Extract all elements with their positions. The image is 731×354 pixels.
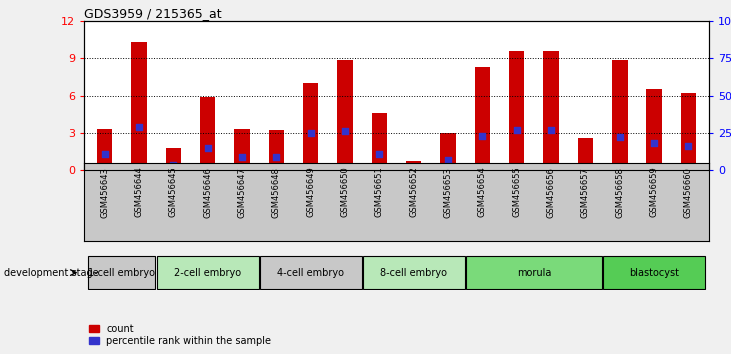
Text: 1-cell embryo: 1-cell embryo [88, 268, 156, 278]
Text: 8-cell embryo: 8-cell embryo [380, 268, 447, 278]
Point [580, 164, 591, 170]
Bar [88, 256, 156, 289]
Text: GSM456652: GSM456652 [409, 167, 418, 217]
Text: morula: morula [517, 268, 551, 278]
Text: GSM456653: GSM456653 [444, 167, 452, 218]
Bar [509, 51, 524, 170]
Text: GSM456644: GSM456644 [135, 167, 143, 217]
Text: GSM456643: GSM456643 [100, 167, 109, 218]
Text: GSM456658: GSM456658 [616, 167, 624, 218]
Point [339, 129, 351, 134]
Text: GSM456647: GSM456647 [238, 167, 246, 218]
Point [270, 154, 282, 159]
Text: GSM456645: GSM456645 [169, 167, 178, 217]
Bar [577, 138, 593, 170]
Text: GSM456654: GSM456654 [478, 167, 487, 217]
Text: GSM456657: GSM456657 [581, 167, 590, 218]
Bar [132, 42, 147, 170]
Point [648, 140, 660, 146]
Bar [440, 133, 456, 170]
Point [305, 130, 317, 136]
Point [408, 166, 420, 171]
Text: blastocyst: blastocyst [629, 268, 679, 278]
Point [374, 151, 385, 156]
Bar [269, 130, 284, 170]
Point [614, 135, 626, 140]
Point [545, 127, 557, 133]
Text: GSM456659: GSM456659 [650, 167, 659, 217]
Bar [371, 113, 387, 170]
Bar [235, 129, 250, 170]
Legend: count, percentile rank within the sample: count, percentile rank within the sample [89, 324, 271, 346]
Bar [681, 93, 696, 170]
Point [477, 133, 488, 138]
Bar [97, 129, 113, 170]
Bar [612, 59, 627, 170]
Bar [260, 256, 362, 289]
Text: GSM456650: GSM456650 [341, 167, 349, 217]
Text: GSM456649: GSM456649 [306, 167, 315, 217]
Bar [303, 83, 319, 170]
Point [133, 124, 145, 130]
Bar [543, 51, 558, 170]
Point [99, 151, 110, 156]
Bar [363, 256, 465, 289]
Text: 2-cell embryo: 2-cell embryo [174, 268, 241, 278]
Point [442, 157, 454, 162]
Point [167, 162, 179, 168]
Text: GSM456648: GSM456648 [272, 167, 281, 218]
Text: development stage: development stage [4, 268, 98, 278]
Text: GSM456655: GSM456655 [512, 167, 521, 217]
Point [202, 145, 213, 150]
Text: 4-cell embryo: 4-cell embryo [277, 268, 344, 278]
Bar [157, 256, 259, 289]
Point [511, 127, 523, 133]
Bar [466, 256, 602, 289]
Text: GSM456660: GSM456660 [684, 167, 693, 218]
Bar [166, 148, 181, 170]
Bar [337, 59, 353, 170]
Point [236, 154, 248, 159]
Bar [603, 256, 705, 289]
Text: GSM456656: GSM456656 [547, 167, 556, 218]
Text: GSM456646: GSM456646 [203, 167, 212, 218]
Point [683, 143, 694, 149]
Bar [406, 161, 422, 170]
Text: GDS3959 / 215365_at: GDS3959 / 215365_at [84, 7, 221, 20]
Text: GSM456651: GSM456651 [375, 167, 384, 217]
Bar [474, 67, 491, 170]
Bar [200, 97, 216, 170]
Bar [646, 89, 662, 170]
